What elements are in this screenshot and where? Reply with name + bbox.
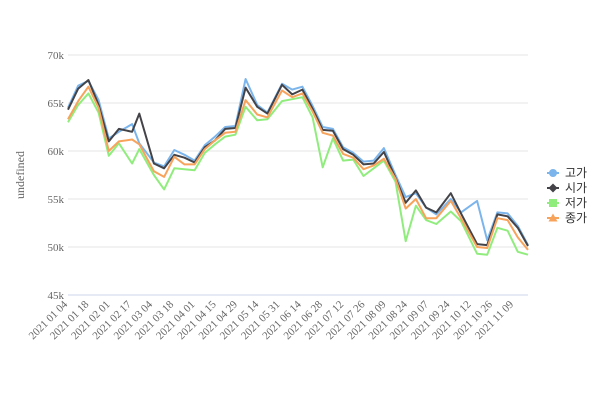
series-line [67, 92, 529, 256]
series-line [67, 78, 529, 246]
series-시가 [67, 79, 529, 247]
legend-item[interactable]: 고가 [547, 166, 587, 180]
series-line [67, 85, 529, 251]
legend-label: 시가 [565, 181, 587, 195]
y-tick-label: 45k [48, 290, 65, 302]
series-종가 [67, 85, 529, 251]
y-tick-label: 70k [48, 50, 65, 62]
series-area [67, 78, 529, 256]
legend-marker-circle [549, 169, 557, 177]
series-line [67, 79, 529, 247]
y-tick-label: 65k [48, 98, 65, 110]
y-tick-label: 60k [48, 146, 65, 158]
series-저가 [67, 92, 529, 256]
legend-item[interactable]: 시가 [547, 181, 587, 195]
legend-item[interactable]: 종가 [547, 211, 587, 225]
legend-marker-square [549, 199, 557, 207]
legend-label: 종가 [565, 211, 587, 225]
legend-label: 저가 [565, 196, 587, 210]
legend-marker-triangle [548, 213, 558, 222]
y-axis-title: undefined [13, 151, 27, 199]
legend-label: 고가 [565, 166, 587, 180]
y-tick-label: 50k [48, 242, 65, 254]
series-고가 [67, 78, 529, 246]
legend-marker-diamond [548, 183, 558, 193]
legend-item[interactable]: 저가 [547, 196, 587, 210]
y-tick-label: 55k [48, 194, 65, 206]
y-axis: 45k 50k 55k 60k 65k 70k [48, 50, 65, 302]
